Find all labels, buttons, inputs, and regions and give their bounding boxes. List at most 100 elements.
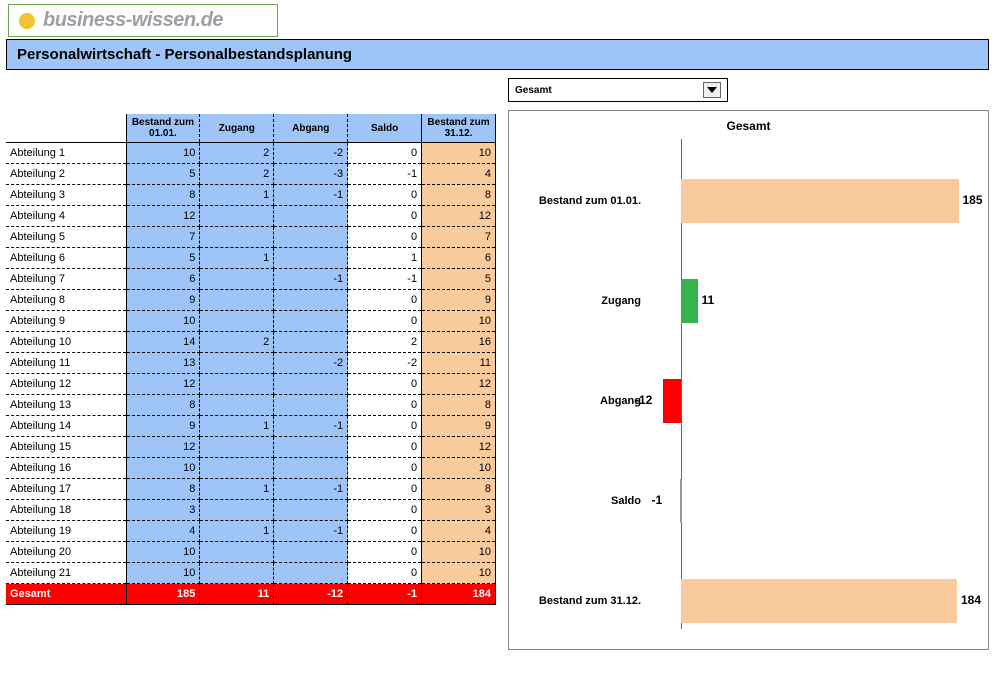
table-row: Abteilung 1491-109 — [6, 416, 496, 437]
cell-zu — [200, 311, 274, 332]
cell-b0: 8 — [126, 185, 200, 206]
cell-zu: 1 — [200, 185, 274, 206]
cell-label: Abteilung 9 — [6, 311, 126, 332]
cell-label: Abteilung 5 — [6, 227, 126, 248]
cell-saldo: 0 — [348, 311, 422, 332]
cell-ab: -2 — [274, 353, 348, 374]
table-row: Abteilung 1610010 — [6, 458, 496, 479]
cell-zu — [200, 395, 274, 416]
cell-ab — [274, 332, 348, 353]
cell-b0: 9 — [126, 290, 200, 311]
cell-ab — [274, 542, 348, 563]
cell-b1: 10 — [422, 458, 496, 479]
cell-saldo: 0 — [348, 437, 422, 458]
cell-zu — [200, 500, 274, 521]
table-row: Abteilung 252-3-14 — [6, 164, 496, 185]
cell-zu: 2 — [200, 164, 274, 185]
cell-b1: 9 — [422, 416, 496, 437]
cell-label: Abteilung 4 — [6, 206, 126, 227]
th-bestand-0101: Bestand zum 01.01. — [126, 114, 200, 143]
chart-bar — [681, 579, 957, 623]
chart-bar-row: Bestand zum 31.12.184 — [521, 579, 976, 623]
table-row: Abteilung 412012 — [6, 206, 496, 227]
chart-bar-value: 185 — [963, 193, 983, 207]
table-row: Abteilung 1781-108 — [6, 479, 496, 500]
cell-saldo: 0 — [348, 395, 422, 416]
table-row: Abteilung 910010 — [6, 311, 496, 332]
logo-dot-icon — [19, 13, 35, 29]
cell-saldo: 0 — [348, 374, 422, 395]
table-row: Abteilung 2010010 — [6, 542, 496, 563]
table-row: Abteilung 13808 — [6, 395, 496, 416]
cell-label: Abteilung 15 — [6, 437, 126, 458]
dropdown-value: Gesamt — [515, 85, 552, 96]
th-bestand-3112: Bestand zum 31.12. — [422, 114, 496, 143]
cell-saldo: 0 — [348, 458, 422, 479]
logo-text: business-wissen.de — [43, 9, 223, 32]
table-row: Abteilung 1212012 — [6, 374, 496, 395]
cell-zu — [200, 227, 274, 248]
cell-b1: 8 — [422, 395, 496, 416]
table-row: Abteilung 1941-104 — [6, 521, 496, 542]
cell-saldo: -1 — [348, 164, 422, 185]
table-row: Abteilung 2110010 — [6, 563, 496, 584]
chart-bar — [663, 379, 681, 423]
cell-saldo: 0 — [348, 185, 422, 206]
total-saldo: -1 — [348, 584, 422, 605]
cell-label: Abteilung 3 — [6, 185, 126, 206]
cell-b1: 10 — [422, 542, 496, 563]
cell-ab: -1 — [274, 185, 348, 206]
table-row: Abteilung 1512012 — [6, 437, 496, 458]
table-row: Abteilung 1102-2010 — [6, 143, 496, 164]
cell-zu: 1 — [200, 521, 274, 542]
filter-dropdown[interactable]: Gesamt — [508, 78, 728, 102]
cell-b1: 4 — [422, 164, 496, 185]
cell-b1: 16 — [422, 332, 496, 353]
cell-zu: 1 — [200, 248, 274, 269]
cell-label: Abteilung 13 — [6, 395, 126, 416]
cell-saldo: 0 — [348, 290, 422, 311]
cell-saldo: 0 — [348, 500, 422, 521]
cell-saldo: 0 — [348, 206, 422, 227]
chart-bar-row: Abgang-12 — [521, 379, 976, 423]
chart-bar-label: Bestand zum 31.12. — [521, 595, 641, 607]
cell-b1: 11 — [422, 353, 496, 374]
cell-zu — [200, 269, 274, 290]
cell-label: Abteilung 6 — [6, 248, 126, 269]
cell-b0: 3 — [126, 500, 200, 521]
cell-saldo: 0 — [348, 416, 422, 437]
cell-b1: 8 — [422, 185, 496, 206]
summary-chart: Gesamt Bestand zum 01.01.185Zugang11Abga… — [508, 110, 989, 650]
chart-bar-label: Abgang — [521, 395, 641, 407]
cell-label: Abteilung 14 — [6, 416, 126, 437]
cell-zu — [200, 353, 274, 374]
chevron-down-icon — [703, 82, 721, 98]
cell-b0: 10 — [126, 542, 200, 563]
cell-b1: 3 — [422, 500, 496, 521]
staff-table: Bestand zum 01.01. Zugang Abgang Saldo B… — [6, 114, 496, 605]
table-row: Abteilung 8909 — [6, 290, 496, 311]
cell-saldo: 0 — [348, 521, 422, 542]
cell-b0: 14 — [126, 332, 200, 353]
cell-b1: 10 — [422, 311, 496, 332]
cell-b0: 12 — [126, 206, 200, 227]
th-zugang: Zugang — [200, 114, 274, 143]
cell-saldo: 0 — [348, 563, 422, 584]
total-b1: 184 — [422, 584, 496, 605]
cell-zu: 2 — [200, 332, 274, 353]
cell-saldo: 2 — [348, 332, 422, 353]
table-row: Abteilung 18303 — [6, 500, 496, 521]
cell-b0: 13 — [126, 353, 200, 374]
cell-zu — [200, 206, 274, 227]
cell-b1: 4 — [422, 521, 496, 542]
table-row: Abteilung 65116 — [6, 248, 496, 269]
cell-label: Abteilung 20 — [6, 542, 126, 563]
cell-zu: 1 — [200, 416, 274, 437]
cell-b0: 10 — [126, 311, 200, 332]
chart-bar-row: Saldo-1 — [521, 479, 976, 523]
cell-label: Abteilung 19 — [6, 521, 126, 542]
cell-b0: 12 — [126, 437, 200, 458]
cell-zu — [200, 458, 274, 479]
chart-bar-value: -12 — [635, 393, 652, 407]
cell-ab — [274, 563, 348, 584]
